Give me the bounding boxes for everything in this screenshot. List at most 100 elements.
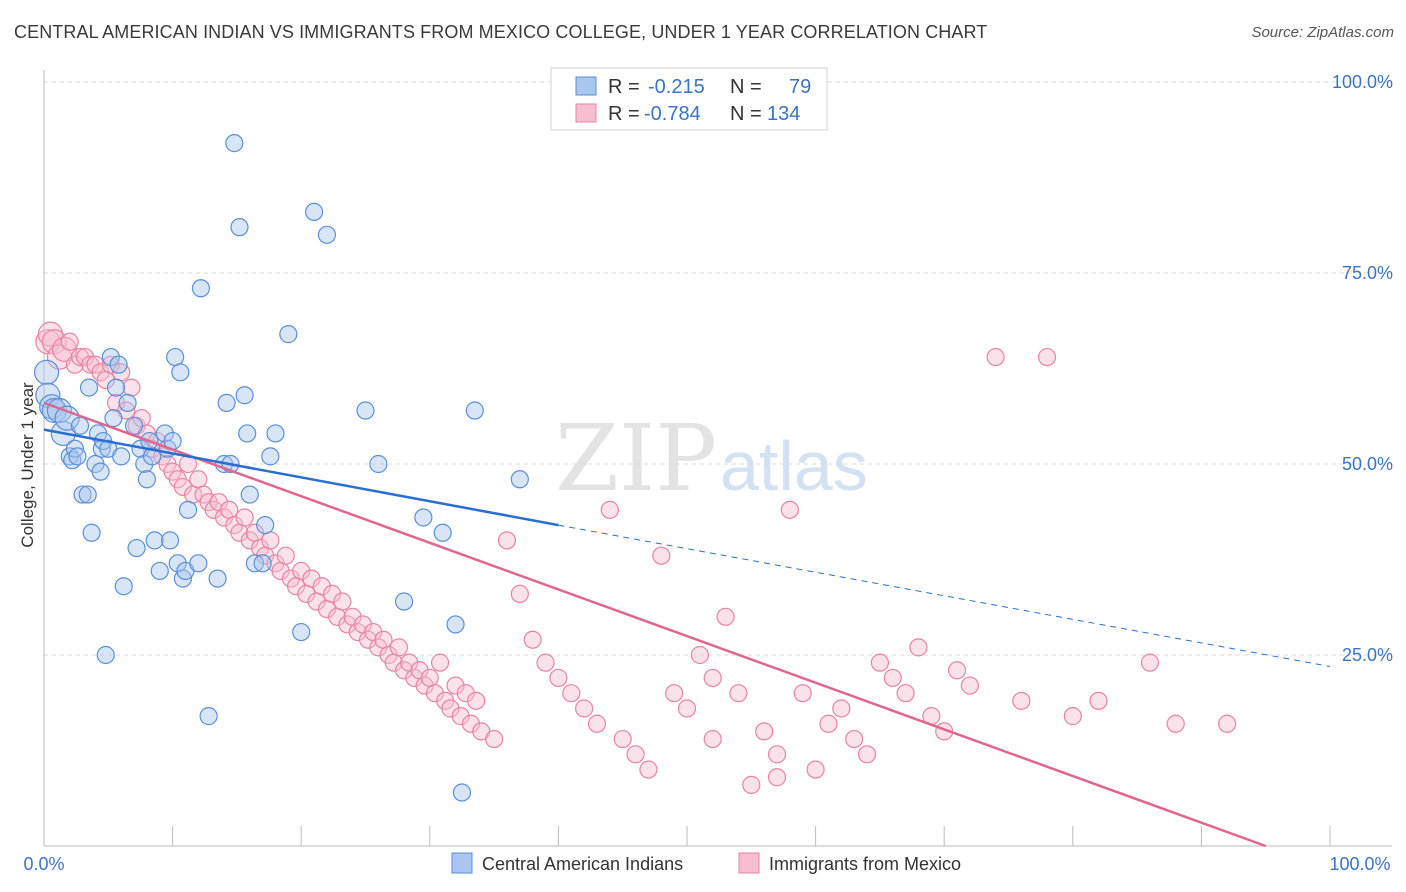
- mexico-point-47: [276, 546, 295, 565]
- series-legend-swatch-pink: [738, 852, 760, 874]
- cai-point-30: [124, 416, 144, 435]
- mexico-point-13: [101, 355, 120, 374]
- mexico-point-76: [425, 684, 445, 703]
- y-axis-label: College, Under 1 year: [18, 382, 37, 548]
- cai-point-71: [369, 454, 388, 474]
- cai-point-39: [155, 424, 174, 443]
- cai-point-62: [253, 554, 272, 573]
- x-tick-label-max: 100.0%: [1329, 854, 1390, 874]
- cai-point-11: [70, 416, 90, 435]
- mexico-point-52: [302, 569, 321, 588]
- mexico-point-17: [122, 378, 141, 397]
- mexico-point-91: [549, 668, 568, 688]
- mexico-trend-line: [43, 401, 1267, 848]
- cai-point-56: [225, 134, 244, 153]
- cai-point-21: [96, 645, 115, 665]
- mexico-point-106: [742, 775, 761, 794]
- mexico-point-77: [430, 653, 450, 672]
- cai-point-10: [68, 447, 87, 466]
- legend-r-label-1: R =: [608, 76, 640, 98]
- watermark-zip: ZIP: [555, 405, 717, 512]
- correlation-legend: R = -0.215 N = 79 R = -0.784 N = 134: [550, 67, 828, 131]
- mexico-point-111: [806, 760, 825, 779]
- cai-point-76: [452, 783, 472, 802]
- immigrants-from-mexico-points: [35, 321, 1237, 794]
- mexico-point-113: [832, 699, 851, 718]
- mexico-point-119: [909, 638, 928, 657]
- cai-point-37: [145, 531, 164, 550]
- mexico-point-105: [729, 684, 748, 703]
- cai-point-51: [199, 707, 218, 726]
- mexico-point-88: [510, 584, 529, 603]
- mexico-point-103: [703, 668, 722, 688]
- y-tick-label-50: 50.0%: [1342, 454, 1393, 474]
- cai-trend-line: [43, 428, 559, 527]
- cai-point-64: [261, 447, 280, 466]
- mexico-point-116: [870, 653, 890, 672]
- legend-n-value-2: 134: [767, 103, 800, 125]
- mexico-point-118: [896, 684, 915, 703]
- cai-point-54: [217, 393, 236, 412]
- mexico-point-99: [652, 546, 671, 565]
- cai-point-23: [101, 347, 120, 367]
- x-tick-label-min: 0.0%: [23, 854, 64, 874]
- mexico-point-96: [613, 729, 632, 749]
- cai-point-27: [112, 447, 131, 466]
- axes: [43, 70, 1392, 847]
- cai-point-73: [414, 508, 433, 527]
- mexico-point-125: [1012, 691, 1031, 710]
- mexico-point-93: [575, 699, 594, 718]
- mexico-point-27: [173, 477, 192, 497]
- mexico-point-97: [626, 745, 645, 764]
- cai-point-66: [279, 325, 298, 344]
- series-legend-label-pink: Immigrants from Mexico: [769, 854, 961, 874]
- cai-point-58: [235, 386, 254, 405]
- mexico-point-115: [857, 745, 877, 764]
- cai-point-57: [230, 218, 249, 237]
- cai-point-15: [82, 523, 101, 542]
- mexico-point-36: [220, 500, 239, 519]
- mexico-point-80: [446, 676, 465, 695]
- trend-lines: [43, 401, 1331, 848]
- mexico-point-86: [485, 729, 504, 749]
- mexico-point-129: [1140, 653, 1160, 672]
- cai-point-63: [256, 516, 275, 535]
- legend-swatch-pink: [575, 103, 597, 123]
- cai-point-45: [171, 363, 190, 382]
- mexico-point-39: [235, 508, 254, 527]
- mexico-point-108: [767, 745, 787, 764]
- x-axis-ticks: [43, 826, 1331, 846]
- mexico-point-82: [456, 684, 475, 703]
- mexico-point-117: [883, 668, 902, 688]
- mexico-point-79: [441, 699, 460, 718]
- mexico-point-90: [536, 653, 555, 672]
- y-tick-label-25: 25.0%: [1342, 645, 1393, 665]
- mexico-point-69: [389, 638, 409, 657]
- cai-point-0: [33, 359, 60, 385]
- cai-point-72: [394, 592, 414, 611]
- cai-point-18: [91, 462, 110, 481]
- mexico-point-83: [461, 714, 481, 733]
- cai-point-43: [166, 347, 185, 367]
- cai-point-60: [240, 485, 259, 504]
- mexico-point-81: [451, 707, 470, 726]
- mexico-point-122: [947, 661, 967, 680]
- watermark-atlas: atlas: [720, 427, 868, 505]
- cai-point-75: [446, 615, 465, 634]
- mexico-point-100: [665, 684, 684, 703]
- mexico-point-126: [1037, 347, 1057, 367]
- mexico-point-56: [322, 584, 342, 603]
- cai-point-25: [106, 378, 126, 397]
- mexico-point-114: [845, 729, 864, 749]
- cai-point-59: [238, 424, 257, 443]
- cai-point-13: [78, 485, 97, 504]
- chart-source: Source: ZipAtlas.com: [1251, 24, 1394, 41]
- mexico-point-101: [677, 699, 697, 718]
- cai-point-50: [191, 279, 210, 298]
- mexico-point-110: [793, 684, 812, 703]
- legend-n-value-1: 79: [789, 76, 811, 98]
- mexico-point-84: [466, 691, 486, 710]
- cai-point-29: [118, 393, 137, 412]
- mexico-point-92: [562, 684, 581, 703]
